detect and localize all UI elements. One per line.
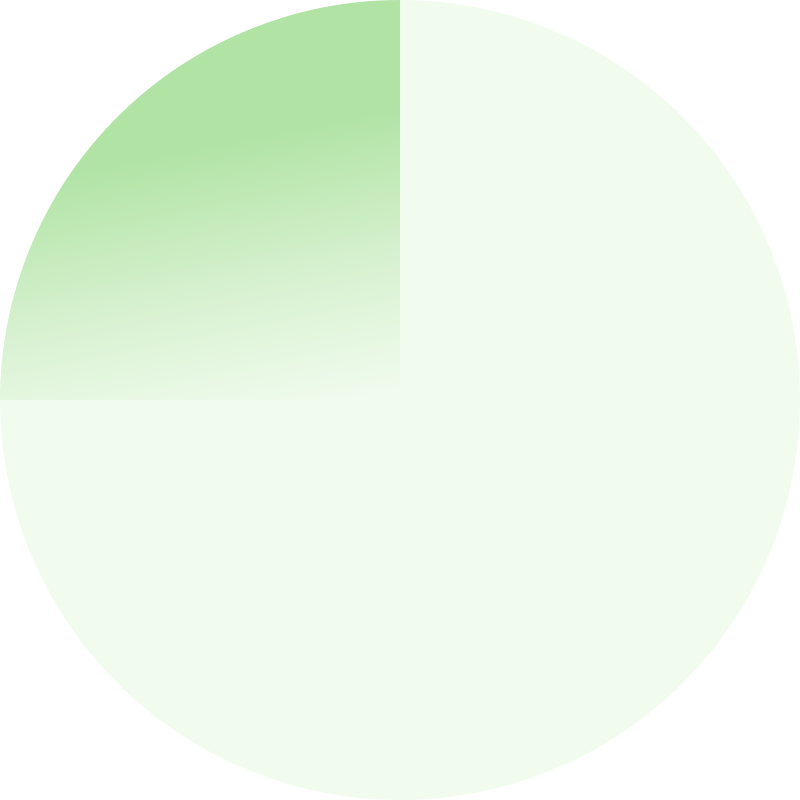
progress-remaining-arc — [0, 0, 400, 400]
